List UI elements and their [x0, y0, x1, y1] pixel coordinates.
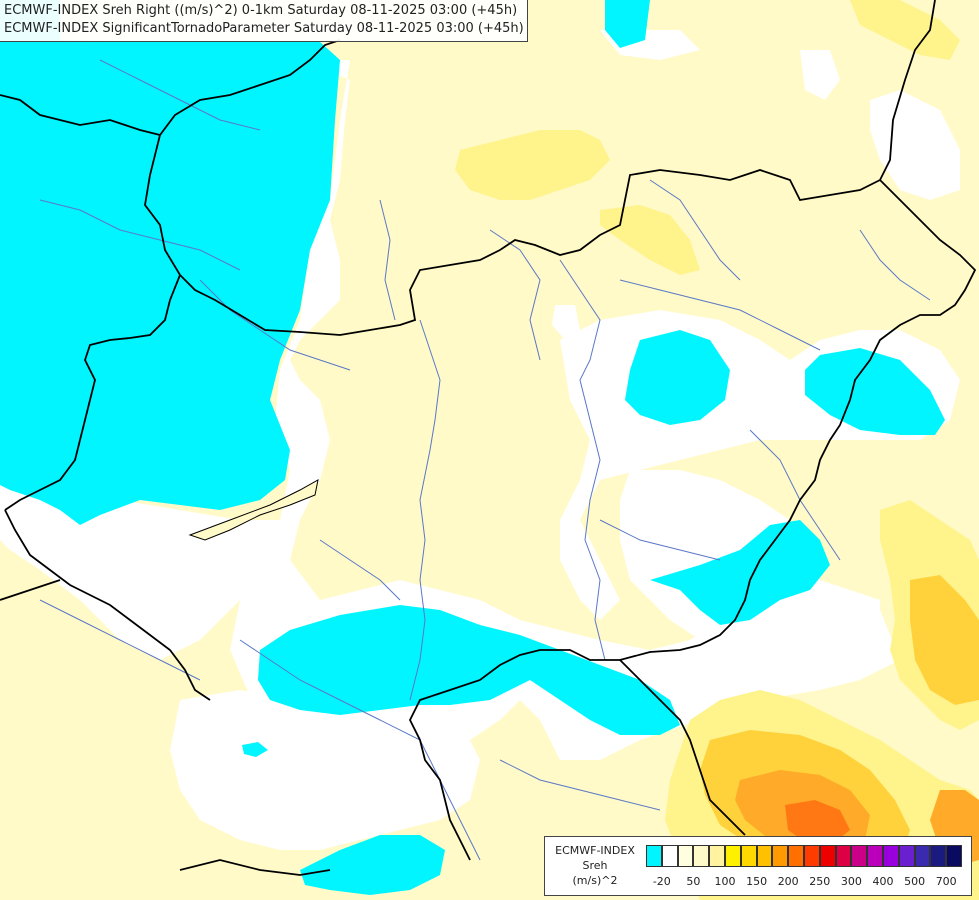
- negative-sreh-layer: [0, 0, 945, 895]
- legend-swatch: [740, 845, 757, 867]
- legend-swatch: [946, 845, 962, 867]
- legend-label: ECMWF-INDEX Sreh (m/s)^2: [547, 843, 643, 888]
- map-title-secondary: ECMWF-INDEX SignificantTornadoParameter …: [4, 21, 524, 36]
- legend-swatch: [867, 845, 883, 867]
- legend-tick-label: 500: [904, 875, 926, 888]
- borders-layer: [0, 0, 977, 876]
- legend-swatch: [772, 845, 789, 867]
- legend-tick-label: 250: [809, 875, 831, 888]
- color-legend: ECMWF-INDEX Sreh (m/s)^2 -20 50 100 150 200 2…: [544, 836, 972, 896]
- legend-tick-label: 400: [872, 875, 894, 888]
- legend-tick-label: 200: [777, 875, 799, 888]
- legend-swatch: [756, 845, 773, 867]
- legend-ticks: -20 50 100 150 200 250 300 400 500 700: [646, 875, 968, 891]
- legend-tick-label: 50: [686, 875, 701, 888]
- legend-swatch: [930, 845, 947, 867]
- legend-tick-label: 150: [746, 875, 768, 888]
- legend-tick-label: 300: [840, 875, 862, 888]
- legend-swatch: [803, 845, 820, 867]
- legend-tick-label: 100: [714, 875, 736, 888]
- legend-unit: (m/s)^2: [572, 874, 618, 887]
- legend-swatch: [914, 845, 931, 867]
- legend-source: ECMWF-INDEX: [555, 844, 635, 857]
- legend-swatch: [851, 845, 868, 867]
- legend-swatch: [819, 845, 836, 867]
- legend-swatch: [835, 845, 852, 867]
- rivers-layer: [39, 59, 931, 861]
- legend-variable: Sreh: [582, 859, 608, 872]
- map-title-primary: ECMWF-INDEX Sreh Right ((m/s)^2) 0-1km S…: [4, 3, 518, 18]
- legend-swatch: [677, 845, 694, 867]
- lake-outline: [188, 479, 319, 541]
- legend-swatch: [693, 845, 710, 867]
- legend-swatch: [882, 845, 899, 867]
- legend-swatches: [646, 845, 962, 867]
- legend-swatch: [661, 845, 678, 867]
- legend-tick-label: -20: [652, 875, 671, 888]
- legend-swatch: [646, 845, 662, 867]
- legend-tick-label: 700: [935, 875, 957, 888]
- legend-swatch: [724, 845, 741, 867]
- legend-swatch: [898, 845, 915, 867]
- map-title-box: ECMWF-INDEX Sreh Right ((m/s)^2) 0-1km S…: [0, 0, 528, 42]
- legend-swatch: [788, 845, 804, 867]
- legend-swatch: [709, 845, 725, 867]
